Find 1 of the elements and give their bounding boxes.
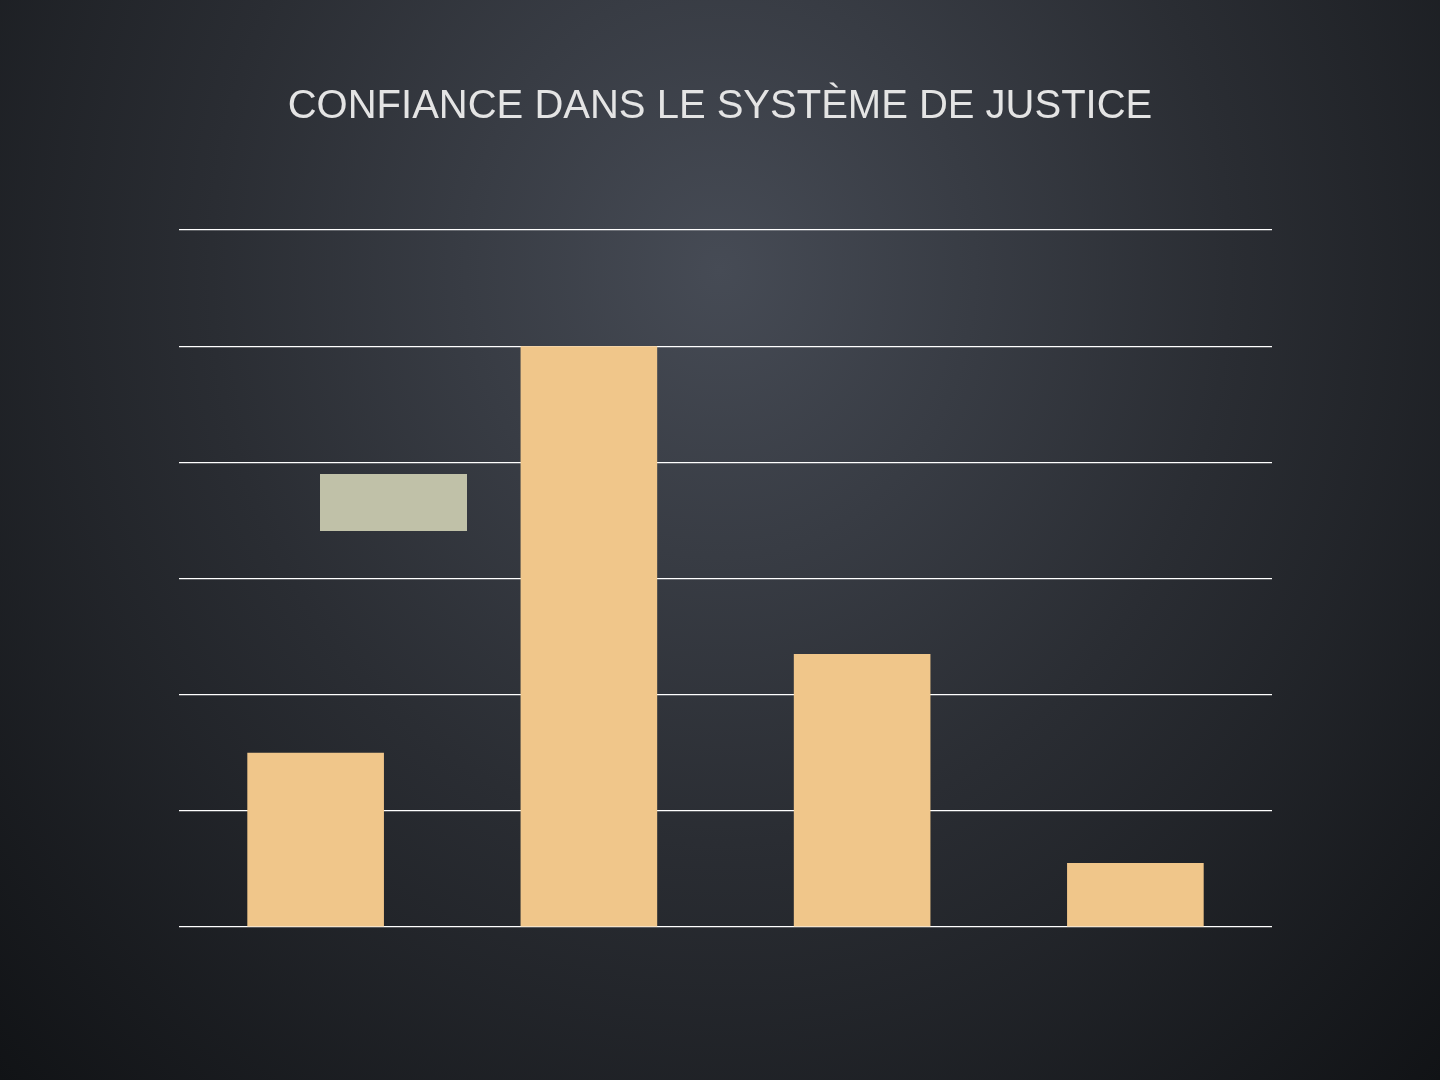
chart-title: CONFIANCE DANS LE SYSTÈME DE JUSTICE xyxy=(286,82,1154,127)
